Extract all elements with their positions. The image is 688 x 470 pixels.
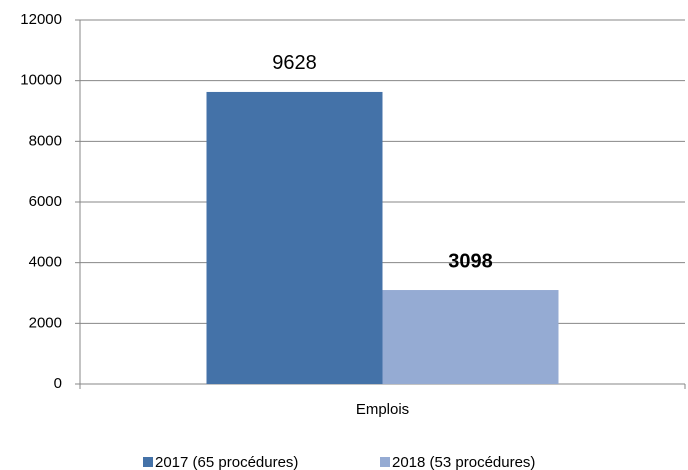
legend-label: 2018 (53 procédures) xyxy=(392,454,535,470)
data-label: 3098 xyxy=(448,250,493,272)
y-tick-label: 8000 xyxy=(29,132,62,149)
x-tick-label: Emplois xyxy=(356,401,409,418)
y-tick-label: 2000 xyxy=(29,314,62,331)
y-tick-label: 12000 xyxy=(20,11,62,28)
legend-swatch xyxy=(380,457,390,467)
y-tick-label: 6000 xyxy=(29,193,62,210)
y-tick-label: 0 xyxy=(54,375,62,392)
bar xyxy=(206,91,383,384)
legend-swatch xyxy=(143,457,153,467)
y-tick-label: 10000 xyxy=(20,72,62,89)
y-tick-label: 4000 xyxy=(29,254,62,271)
legend-label: 2017 (65 procédures) xyxy=(155,454,298,470)
data-label: 9628 xyxy=(272,52,317,74)
bar xyxy=(382,290,559,384)
